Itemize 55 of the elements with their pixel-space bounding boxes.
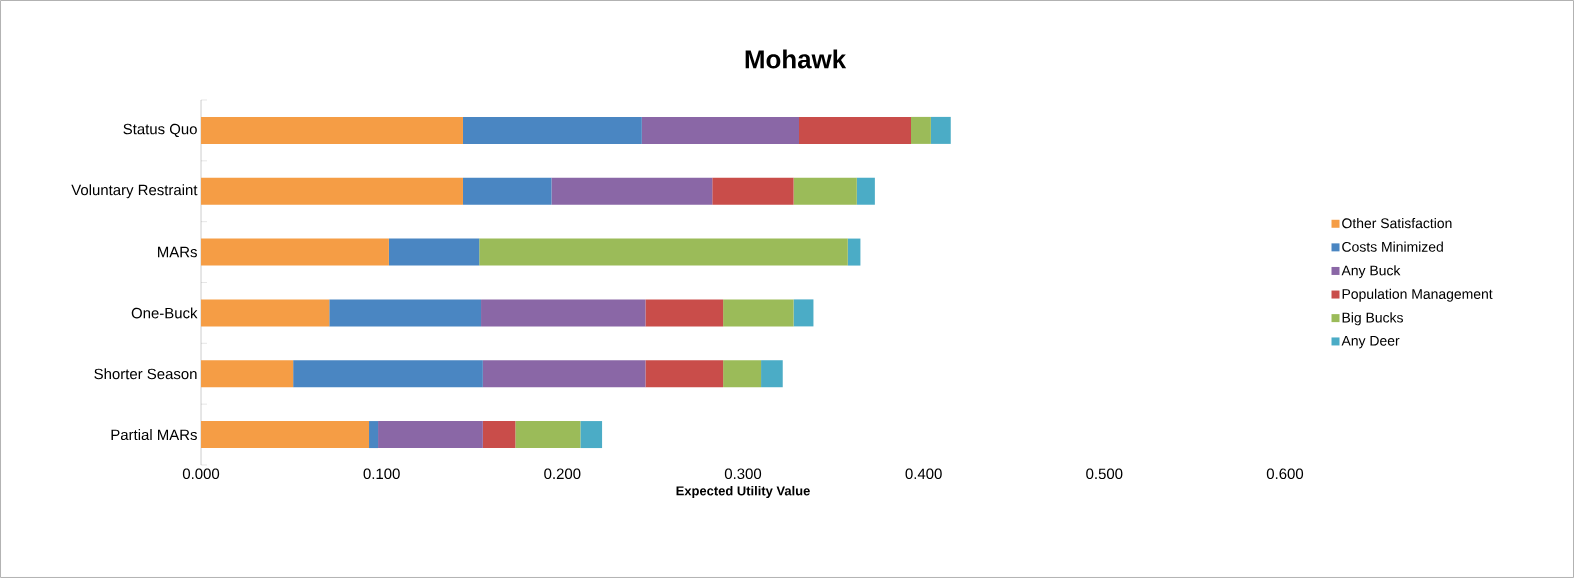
y-tick-label: Status Quo: [123, 123, 197, 138]
bar: [329, 299, 482, 327]
bar: [201, 360, 294, 388]
bar: [293, 360, 483, 388]
bar: [911, 116, 931, 144]
bar: [369, 421, 379, 449]
bar: [479, 238, 848, 266]
bar: [482, 360, 646, 388]
bar: [641, 116, 799, 144]
bar: [723, 299, 794, 327]
bar: [462, 116, 642, 144]
bar: [551, 177, 713, 205]
bar: [793, 299, 814, 327]
bar: [201, 421, 370, 449]
legend-label: Big Bucks: [1342, 312, 1403, 326]
bar: [723, 360, 762, 388]
bar: [515, 421, 581, 449]
bar: [201, 238, 389, 266]
legend-label: Any Deer: [1341, 335, 1400, 349]
x-tick-label: 0.100: [363, 468, 400, 480]
legend-label: Population Management: [1342, 288, 1493, 302]
x-tick-label: 0.200: [544, 468, 581, 480]
bar: [462, 177, 552, 205]
bar: [580, 421, 603, 449]
legend-label: Any Buck: [1341, 265, 1401, 279]
bar: [388, 238, 480, 266]
bar: [481, 299, 646, 327]
bar: [847, 238, 861, 266]
legend-label: Other Satisfaction: [1342, 217, 1452, 229]
bar: [201, 177, 463, 205]
bar: [645, 299, 724, 327]
x-axis-title: Expected Utility Value: [676, 485, 810, 498]
x-tick-label: 0.600: [1266, 468, 1304, 480]
bar: [645, 360, 724, 388]
bar: [201, 116, 463, 144]
bar: [482, 421, 516, 449]
bar: [378, 421, 483, 449]
x-tick-label: 0.400: [905, 468, 942, 480]
bar: [761, 360, 783, 388]
bar: [201, 299, 330, 327]
chart-title: Mohawk: [745, 49, 847, 69]
bar: [793, 177, 857, 205]
x-tick-label: 0.500: [1086, 468, 1123, 480]
y-tick-label: MARs: [158, 246, 197, 258]
y-tick-label: Shorter Season: [94, 368, 197, 380]
y-tick-label: One-Buck: [131, 307, 198, 319]
legend-label: Costs Minimized: [1342, 241, 1443, 252]
bar: [712, 177, 794, 205]
bar: [799, 116, 911, 144]
x-tick-label: 0.000: [182, 468, 220, 480]
bar: [856, 177, 875, 205]
y-tick-label: Voluntary Restraint: [71, 184, 198, 199]
x-tick-label: 0.300: [724, 468, 762, 480]
bar: [930, 116, 951, 144]
y-tick-label: Partial MARs: [111, 429, 197, 441]
